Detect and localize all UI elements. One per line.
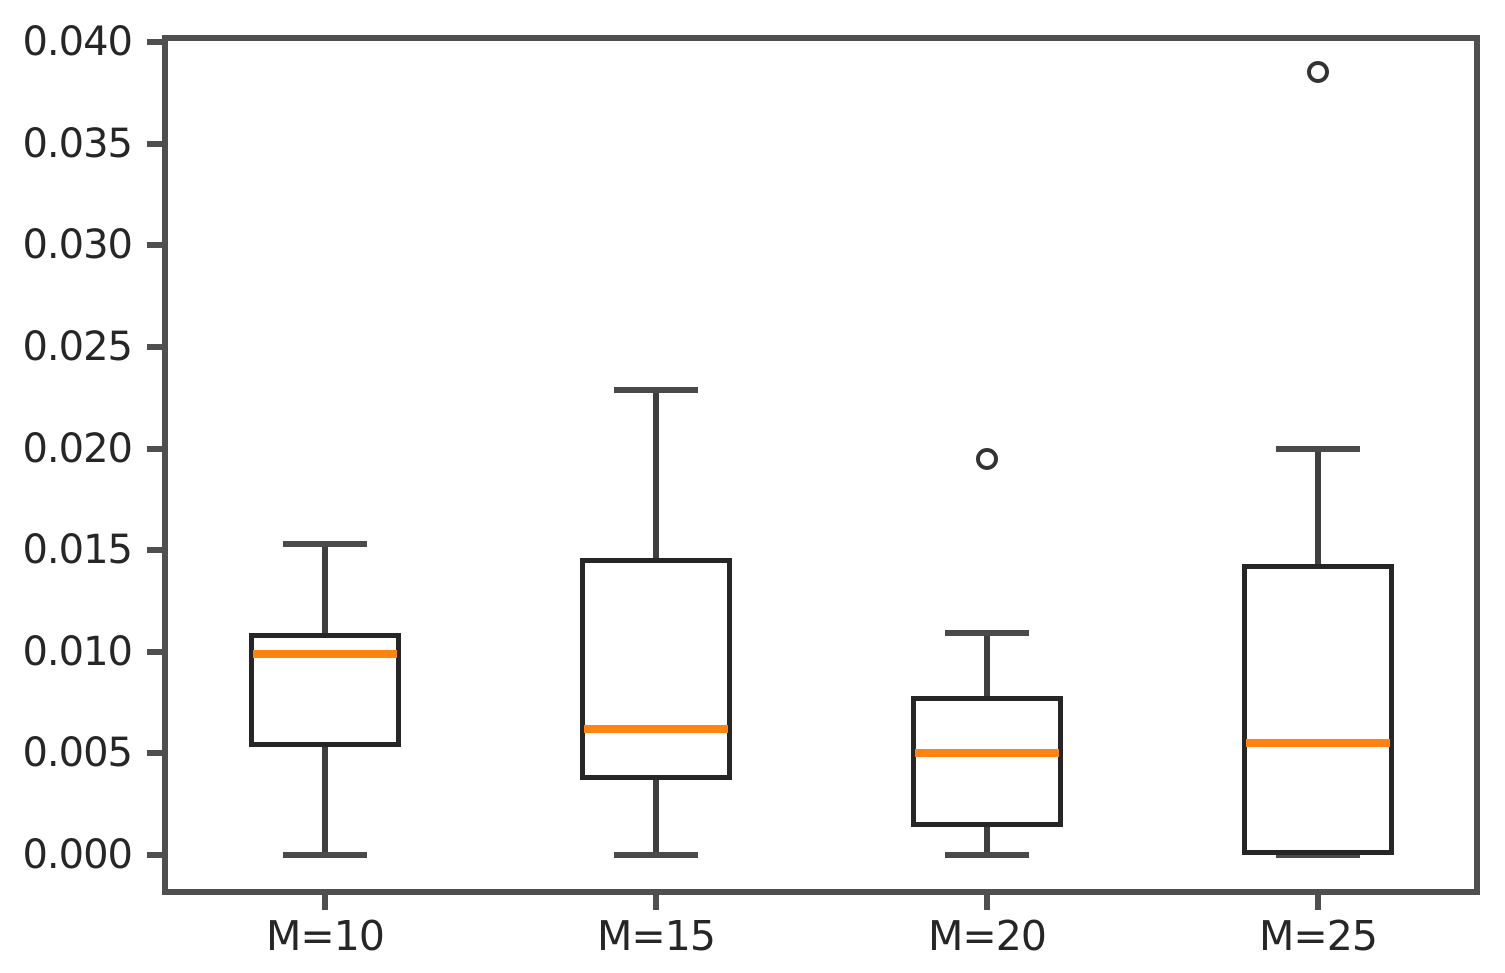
y-axis-tick-label: 0.025 <box>22 323 133 370</box>
y-axis-tick <box>147 547 162 554</box>
x-axis-tick-label: M=20 <box>928 912 1047 960</box>
x-axis-tick-label: M=10 <box>266 912 385 960</box>
box-whisker-upper <box>1315 448 1321 565</box>
x-axis-tick-label: M=15 <box>597 912 716 960</box>
box-whisker-lower <box>984 826 990 855</box>
median-line <box>584 724 728 733</box>
y-axis-tick <box>147 852 162 858</box>
y-axis-tick-label: 0.035 <box>22 120 133 167</box>
whisker-cap-upper <box>1276 445 1360 452</box>
whisker-cap-upper <box>283 541 367 548</box>
y-axis-tick <box>147 140 162 147</box>
y-axis-tick-label: 0.005 <box>22 730 133 777</box>
y-axis-tick <box>147 445 162 452</box>
y-axis-tick <box>147 242 162 249</box>
median-line <box>253 649 397 658</box>
x-axis-tick-label: M=25 <box>1259 912 1378 960</box>
whisker-cap-lower <box>614 852 698 858</box>
y-axis-tick <box>147 39 162 45</box>
box-whisker-upper <box>322 544 328 634</box>
whisker-cap-lower <box>1276 852 1360 858</box>
x-axis-tick <box>984 895 990 910</box>
y-axis-tick-label: 0.000 <box>22 832 133 878</box>
y-axis-tick <box>147 750 162 757</box>
y-axis-tick-label: 0.030 <box>22 222 133 269</box>
box-whisker-lower <box>653 779 659 855</box>
box-rect <box>1242 564 1394 855</box>
y-axis-tick-label: 0.020 <box>22 425 133 472</box>
y-axis-tick-label: 0.015 <box>22 527 133 574</box>
plot-area <box>162 35 1480 895</box>
whisker-cap-upper <box>614 386 698 393</box>
outlier-point <box>976 447 998 470</box>
y-axis-tick <box>147 343 162 350</box>
x-axis-tick <box>1315 895 1321 910</box>
whisker-cap-upper <box>945 630 1029 637</box>
outlier-point <box>1307 61 1329 84</box>
box-whisker-upper <box>653 389 659 559</box>
box-rect <box>911 696 1063 827</box>
box-rect <box>580 558 732 780</box>
box-whisker-upper <box>984 633 990 697</box>
x-axis-tick <box>322 895 328 910</box>
x-axis-tick <box>653 895 659 910</box>
y-axis-tick-label: 0.010 <box>22 628 133 675</box>
median-line <box>1246 739 1390 748</box>
whisker-cap-lower <box>945 852 1029 858</box>
y-axis-tick-label: 0.040 <box>22 19 133 65</box>
whisker-cap-lower <box>283 852 367 858</box>
median-line <box>915 749 1059 758</box>
box-whisker-lower <box>322 747 328 855</box>
y-axis-tick <box>147 648 162 655</box>
